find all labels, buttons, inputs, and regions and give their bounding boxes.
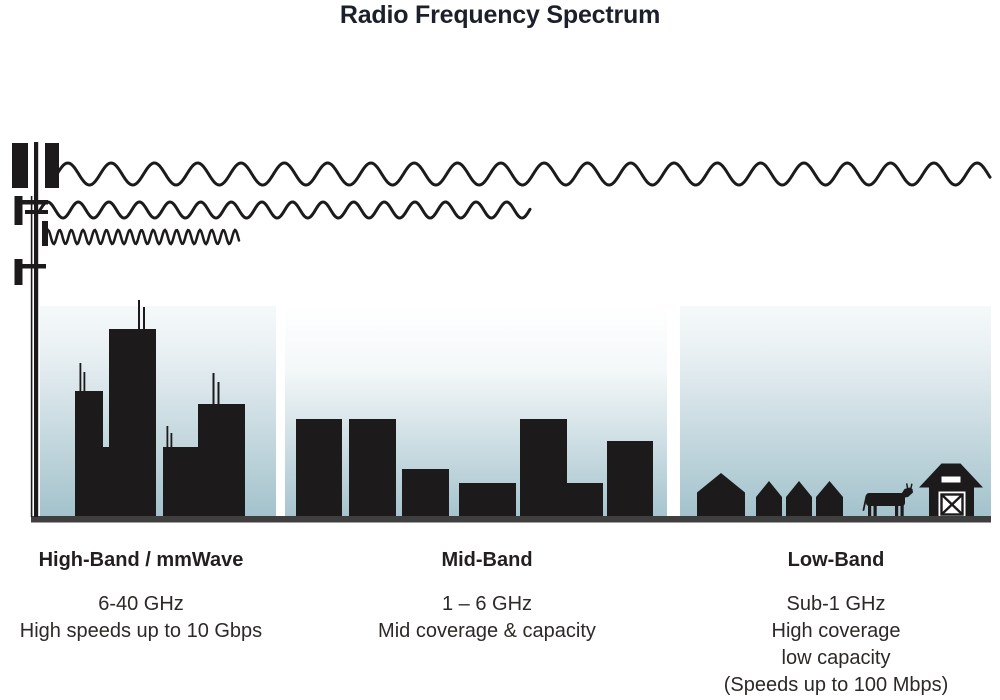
skyscraper xyxy=(163,447,198,517)
sky-panel-midband xyxy=(285,306,667,517)
building xyxy=(607,441,653,517)
tower-crossarm xyxy=(16,200,48,205)
building-antenna xyxy=(217,382,220,406)
mid-band-wave xyxy=(38,200,532,220)
band-detail-line: low capacity xyxy=(781,647,891,669)
building-antenna xyxy=(83,372,86,393)
tower-antenna-panel xyxy=(14,259,23,285)
cow-leg xyxy=(900,504,904,517)
tower-antenna-panel xyxy=(45,143,59,188)
cow-leg xyxy=(873,504,877,517)
barn-loft-vent xyxy=(941,476,961,483)
building-antenna xyxy=(143,307,145,331)
building-antenna xyxy=(170,433,173,449)
ground-line xyxy=(31,516,991,523)
building xyxy=(402,469,449,517)
band-label-low: Low-Band Sub-1 GHz High coverage low cap… xyxy=(686,549,986,699)
building xyxy=(459,483,516,517)
low-band-wave xyxy=(55,161,992,187)
band-detail-line: High speeds up to 10 Gbps xyxy=(19,620,263,642)
building-antenna xyxy=(166,426,169,449)
skyscraper xyxy=(103,447,109,517)
band-detail-line: High coverage xyxy=(771,620,901,642)
cow-icon xyxy=(862,483,913,517)
tower-pole xyxy=(34,142,39,517)
house-icon xyxy=(756,481,782,517)
tower-antenna-panel xyxy=(14,196,23,225)
building xyxy=(520,419,567,517)
houses-cow-barn-icon xyxy=(697,463,983,517)
page-title: Radio Frequency Spectrum xyxy=(339,1,661,29)
band-detail-line: Mid coverage & capacity xyxy=(378,620,596,642)
band-header: Low-Band xyxy=(787,549,885,571)
cow-leg xyxy=(895,504,899,517)
cow-head xyxy=(900,487,913,498)
band-label-mid: Mid-Band 1 – 6 GHz Mid coverage & capaci… xyxy=(337,549,637,645)
band-label-high: High-Band / mmWave 6-40 GHz High speeds … xyxy=(0,549,291,645)
band-detail-line: 1 – 6 GHz xyxy=(441,593,533,615)
spectrum-scene xyxy=(12,142,992,523)
skyscraper xyxy=(109,329,156,517)
band-header: Mid-Band xyxy=(441,549,533,571)
barn-icon xyxy=(919,463,983,517)
band-detail-line: Sub-1 GHz xyxy=(786,593,886,615)
tower-crossarm xyxy=(16,264,46,269)
skyscraper xyxy=(75,391,103,517)
building-antenna xyxy=(138,300,140,331)
tower-crossarm xyxy=(25,210,48,214)
skyscraper xyxy=(198,404,245,517)
barn-body xyxy=(919,463,983,517)
cow-body xyxy=(866,493,905,506)
cow-horn xyxy=(910,483,913,489)
building-antenna xyxy=(79,363,82,393)
tower-pole-guy xyxy=(30,196,33,517)
high-band-wave xyxy=(43,228,241,246)
band-detail-line: (Speeds up to 100 Mbps) xyxy=(723,674,949,696)
tower-antenna-panel xyxy=(12,143,28,188)
house-icon xyxy=(816,481,843,517)
band-detail-line: 6-40 GHz xyxy=(98,593,184,615)
house-icon xyxy=(697,473,745,517)
barn-door-crossbuck xyxy=(940,493,964,516)
city-skyscrapers-icon xyxy=(75,300,245,517)
cow-leg xyxy=(868,504,872,517)
cow-horn xyxy=(906,483,909,489)
house-icon xyxy=(786,481,812,517)
building xyxy=(349,419,396,517)
building xyxy=(567,483,603,517)
building xyxy=(296,419,342,517)
band-header: High-Band / mmWave xyxy=(38,549,244,571)
building-antenna xyxy=(212,373,215,406)
mid-rise-buildings-icon xyxy=(296,419,653,517)
